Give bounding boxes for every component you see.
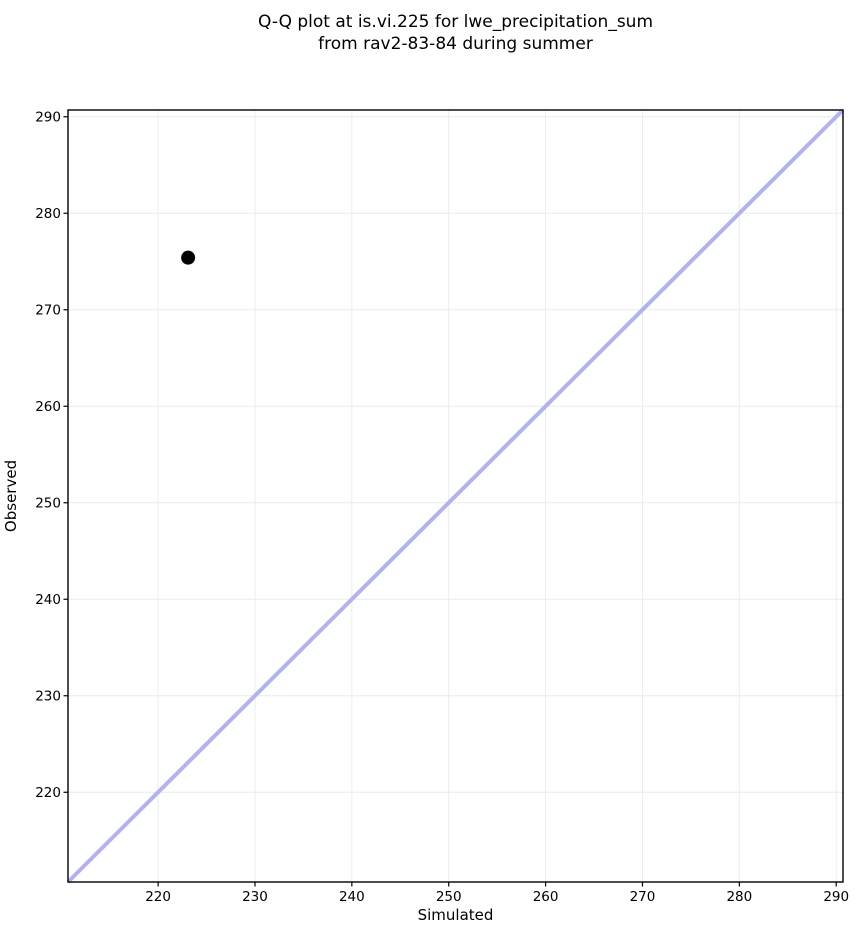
y-tick-label: 240 — [35, 592, 61, 608]
series-layer — [66, 108, 845, 884]
x-tick-label: 290 — [823, 889, 849, 905]
x-tick-label: 280 — [726, 889, 752, 905]
identity-line — [66, 108, 845, 884]
x-tick-label: 260 — [533, 889, 559, 905]
plot-title-line-1: Q-Q plot at is.vi.225 for lwe_precipitat… — [258, 12, 653, 32]
plot-frame — [67, 109, 844, 883]
data-point — [181, 250, 196, 265]
x-tick-label: 270 — [630, 889, 656, 905]
plot-title-line-2: from rav2-83-84 during summer — [318, 34, 593, 54]
x-tick-label: 240 — [339, 889, 365, 905]
y-tick-label: 280 — [35, 206, 61, 222]
y-tick-label: 230 — [35, 689, 61, 705]
x-tick-label: 220 — [145, 889, 171, 905]
y-tick-label: 270 — [35, 303, 61, 319]
tick-layer: 220 230 240 250 260 270 280 290 220 230 240 250 260 2… — [35, 110, 849, 905]
x-axis-label: Simulated — [418, 906, 494, 924]
y-tick-label: 260 — [35, 399, 61, 415]
x-tick-label: 230 — [242, 889, 268, 905]
y-tick-label: 220 — [35, 785, 61, 801]
y-tick-label: 250 — [35, 496, 61, 512]
y-tick-label: 290 — [35, 110, 61, 126]
y-axis-label: Observed — [2, 460, 20, 532]
x-tick-label: 250 — [436, 889, 462, 905]
grid-layer — [68, 110, 843, 882]
